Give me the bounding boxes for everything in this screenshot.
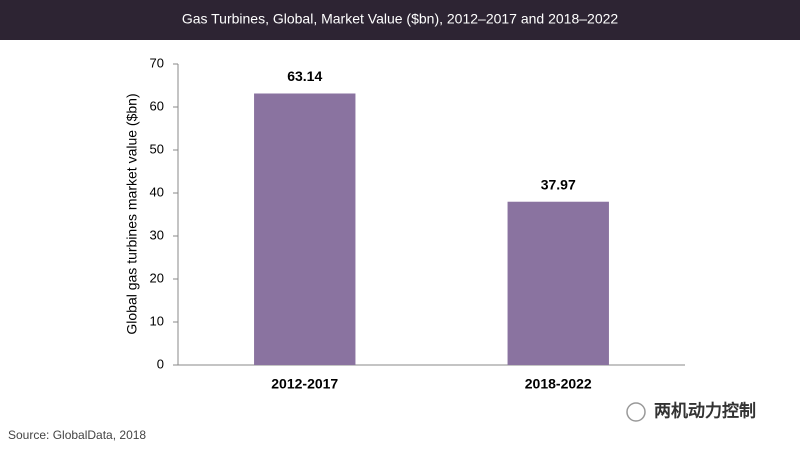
watermark: 两机动力控制 bbox=[654, 400, 756, 420]
y-tick-label: 10 bbox=[150, 313, 164, 328]
y-tick-label: 50 bbox=[150, 141, 164, 156]
y-tick-label: 30 bbox=[150, 227, 164, 242]
title-bar bbox=[0, 0, 800, 40]
bar bbox=[254, 93, 356, 366]
watermark-icon bbox=[626, 402, 646, 422]
value-label: 63.14 bbox=[287, 68, 322, 84]
x-tick-label: 2012-2017 bbox=[271, 376, 338, 392]
value-label: 37.97 bbox=[541, 176, 576, 192]
y-tick-label: 40 bbox=[150, 184, 164, 199]
source: Source: GlobalData, 2018 bbox=[8, 428, 146, 442]
chart-title: Gas Turbines, Global, Market Value ($bn)… bbox=[182, 11, 619, 27]
y-tick-label: 60 bbox=[150, 98, 164, 113]
x-tick-label: 2018-2022 bbox=[525, 376, 592, 392]
y-axis-label: Global gas turbines market value ($bn) bbox=[124, 93, 140, 334]
y-tick-label: 0 bbox=[157, 356, 164, 371]
bar bbox=[507, 201, 609, 365]
y-tick-label: 70 bbox=[150, 55, 164, 70]
y-tick-label: 20 bbox=[150, 270, 164, 285]
